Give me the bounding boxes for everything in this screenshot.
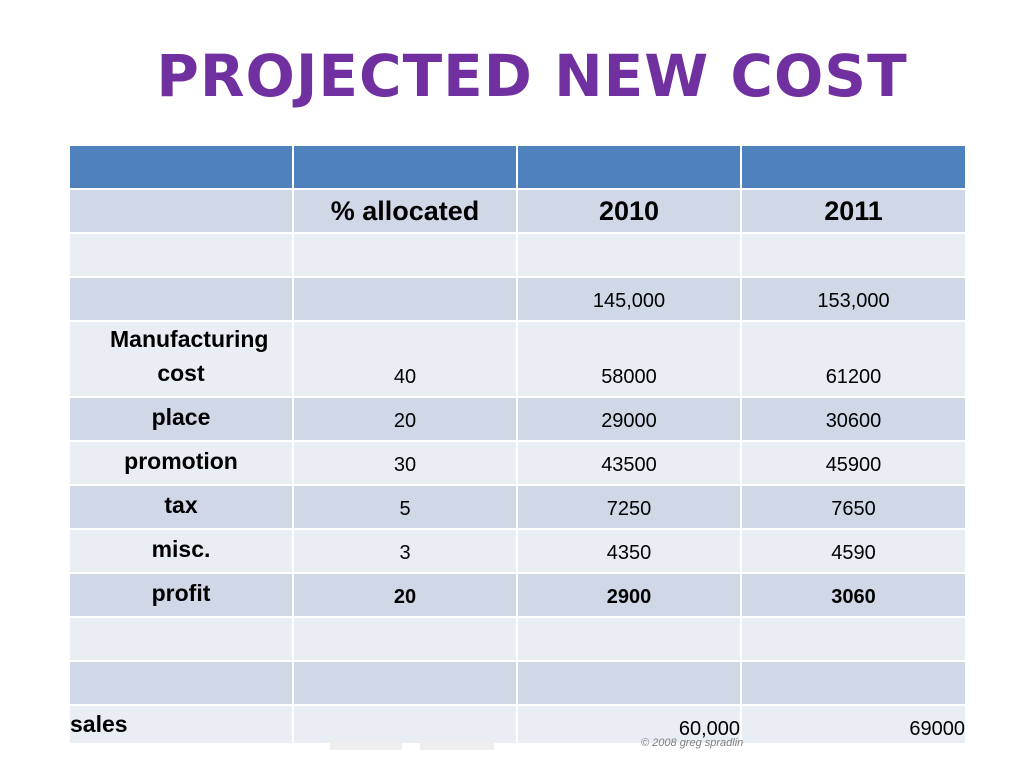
value-2011-cell: 4590: [740, 528, 967, 574]
header-cell: [68, 144, 294, 190]
table-cell: [292, 616, 518, 662]
row-label: Manufacturing cost: [68, 320, 294, 398]
percent-cell: 20: [292, 572, 518, 618]
table-cell: [292, 276, 518, 322]
faint-watermark: [420, 740, 494, 750]
column-header: [68, 188, 294, 234]
sales-row: sales 60,000 69000: [68, 704, 967, 745]
table-cell: [68, 616, 294, 662]
table-cell: [516, 232, 742, 278]
table-row: Manufacturing cost 40 58000 61200: [68, 320, 967, 398]
value-2010-cell: 43500: [516, 440, 742, 486]
sales-2010-cell: 60,000: [516, 704, 742, 745]
percent-cell: 20: [292, 396, 518, 442]
slide-title: PROJECTED NEW COST: [156, 42, 908, 110]
value-2010-cell: 7250: [516, 484, 742, 530]
percent-cell: 5: [292, 484, 518, 530]
table-cell: [516, 616, 742, 662]
value-2011-cell: 7650: [740, 484, 967, 530]
column-header-row: % allocated 2010 2011: [68, 188, 967, 234]
row-label: profit: [68, 572, 294, 618]
table-cell: [68, 232, 294, 278]
column-header-2011: 2011: [740, 188, 967, 234]
table-cell: [292, 232, 518, 278]
table-header-band: [68, 144, 967, 190]
row-label: promotion: [68, 440, 294, 486]
row-label: sales: [68, 704, 294, 745]
table-cell: [68, 660, 294, 706]
table-row: tax 5 7250 7650: [68, 484, 967, 530]
percent-cell: 3: [292, 528, 518, 574]
revenue-2010-cell: 145,000: [516, 276, 742, 322]
row-label: misc.: [68, 528, 294, 574]
header-cell: [292, 144, 518, 190]
table-row: [68, 660, 967, 706]
value-2011-cell: 30600: [740, 396, 967, 442]
sales-2011-cell: 69000: [740, 704, 967, 745]
row-label: tax: [68, 484, 294, 530]
revenue-row: 145,000 153,000: [68, 276, 967, 322]
row-label: place: [68, 396, 294, 442]
percent-cell: [292, 704, 518, 745]
value-2011-cell: 61200: [740, 320, 967, 398]
faint-watermark: [330, 740, 402, 750]
cost-table: % allocated 2010 2011 145,000 153,000 Ma…: [68, 144, 967, 745]
value-2011-cell: 3060: [740, 572, 967, 618]
table-cell: [68, 276, 294, 322]
table-cell: [740, 616, 967, 662]
header-cell: [740, 144, 967, 190]
table-cell: [740, 660, 967, 706]
column-header-percent-allocated: % allocated: [292, 188, 518, 234]
table-row: promotion 30 43500 45900: [68, 440, 967, 486]
table-row: [68, 616, 967, 662]
value-2011-cell: 45900: [740, 440, 967, 486]
table-row: [68, 232, 967, 278]
header-cell: [516, 144, 742, 190]
table-cell: [516, 660, 742, 706]
table-cell: [740, 232, 967, 278]
value-2010-cell: 29000: [516, 396, 742, 442]
copyright-notice: © 2008 greg spradlin: [641, 737, 744, 749]
column-header-2010: 2010: [516, 188, 742, 234]
percent-cell: 30: [292, 440, 518, 486]
percent-cell: 40: [292, 320, 518, 398]
table-cell: [292, 660, 518, 706]
revenue-2011-cell: 153,000: [740, 276, 967, 322]
value-2010-cell: 4350: [516, 528, 742, 574]
profit-row: profit 20 2900 3060: [68, 572, 967, 618]
value-2010-cell: 58000: [516, 320, 742, 398]
table-row: place 20 29000 30600: [68, 396, 967, 442]
value-2010-cell: 2900: [516, 572, 742, 618]
table-row: misc. 3 4350 4590: [68, 528, 967, 574]
